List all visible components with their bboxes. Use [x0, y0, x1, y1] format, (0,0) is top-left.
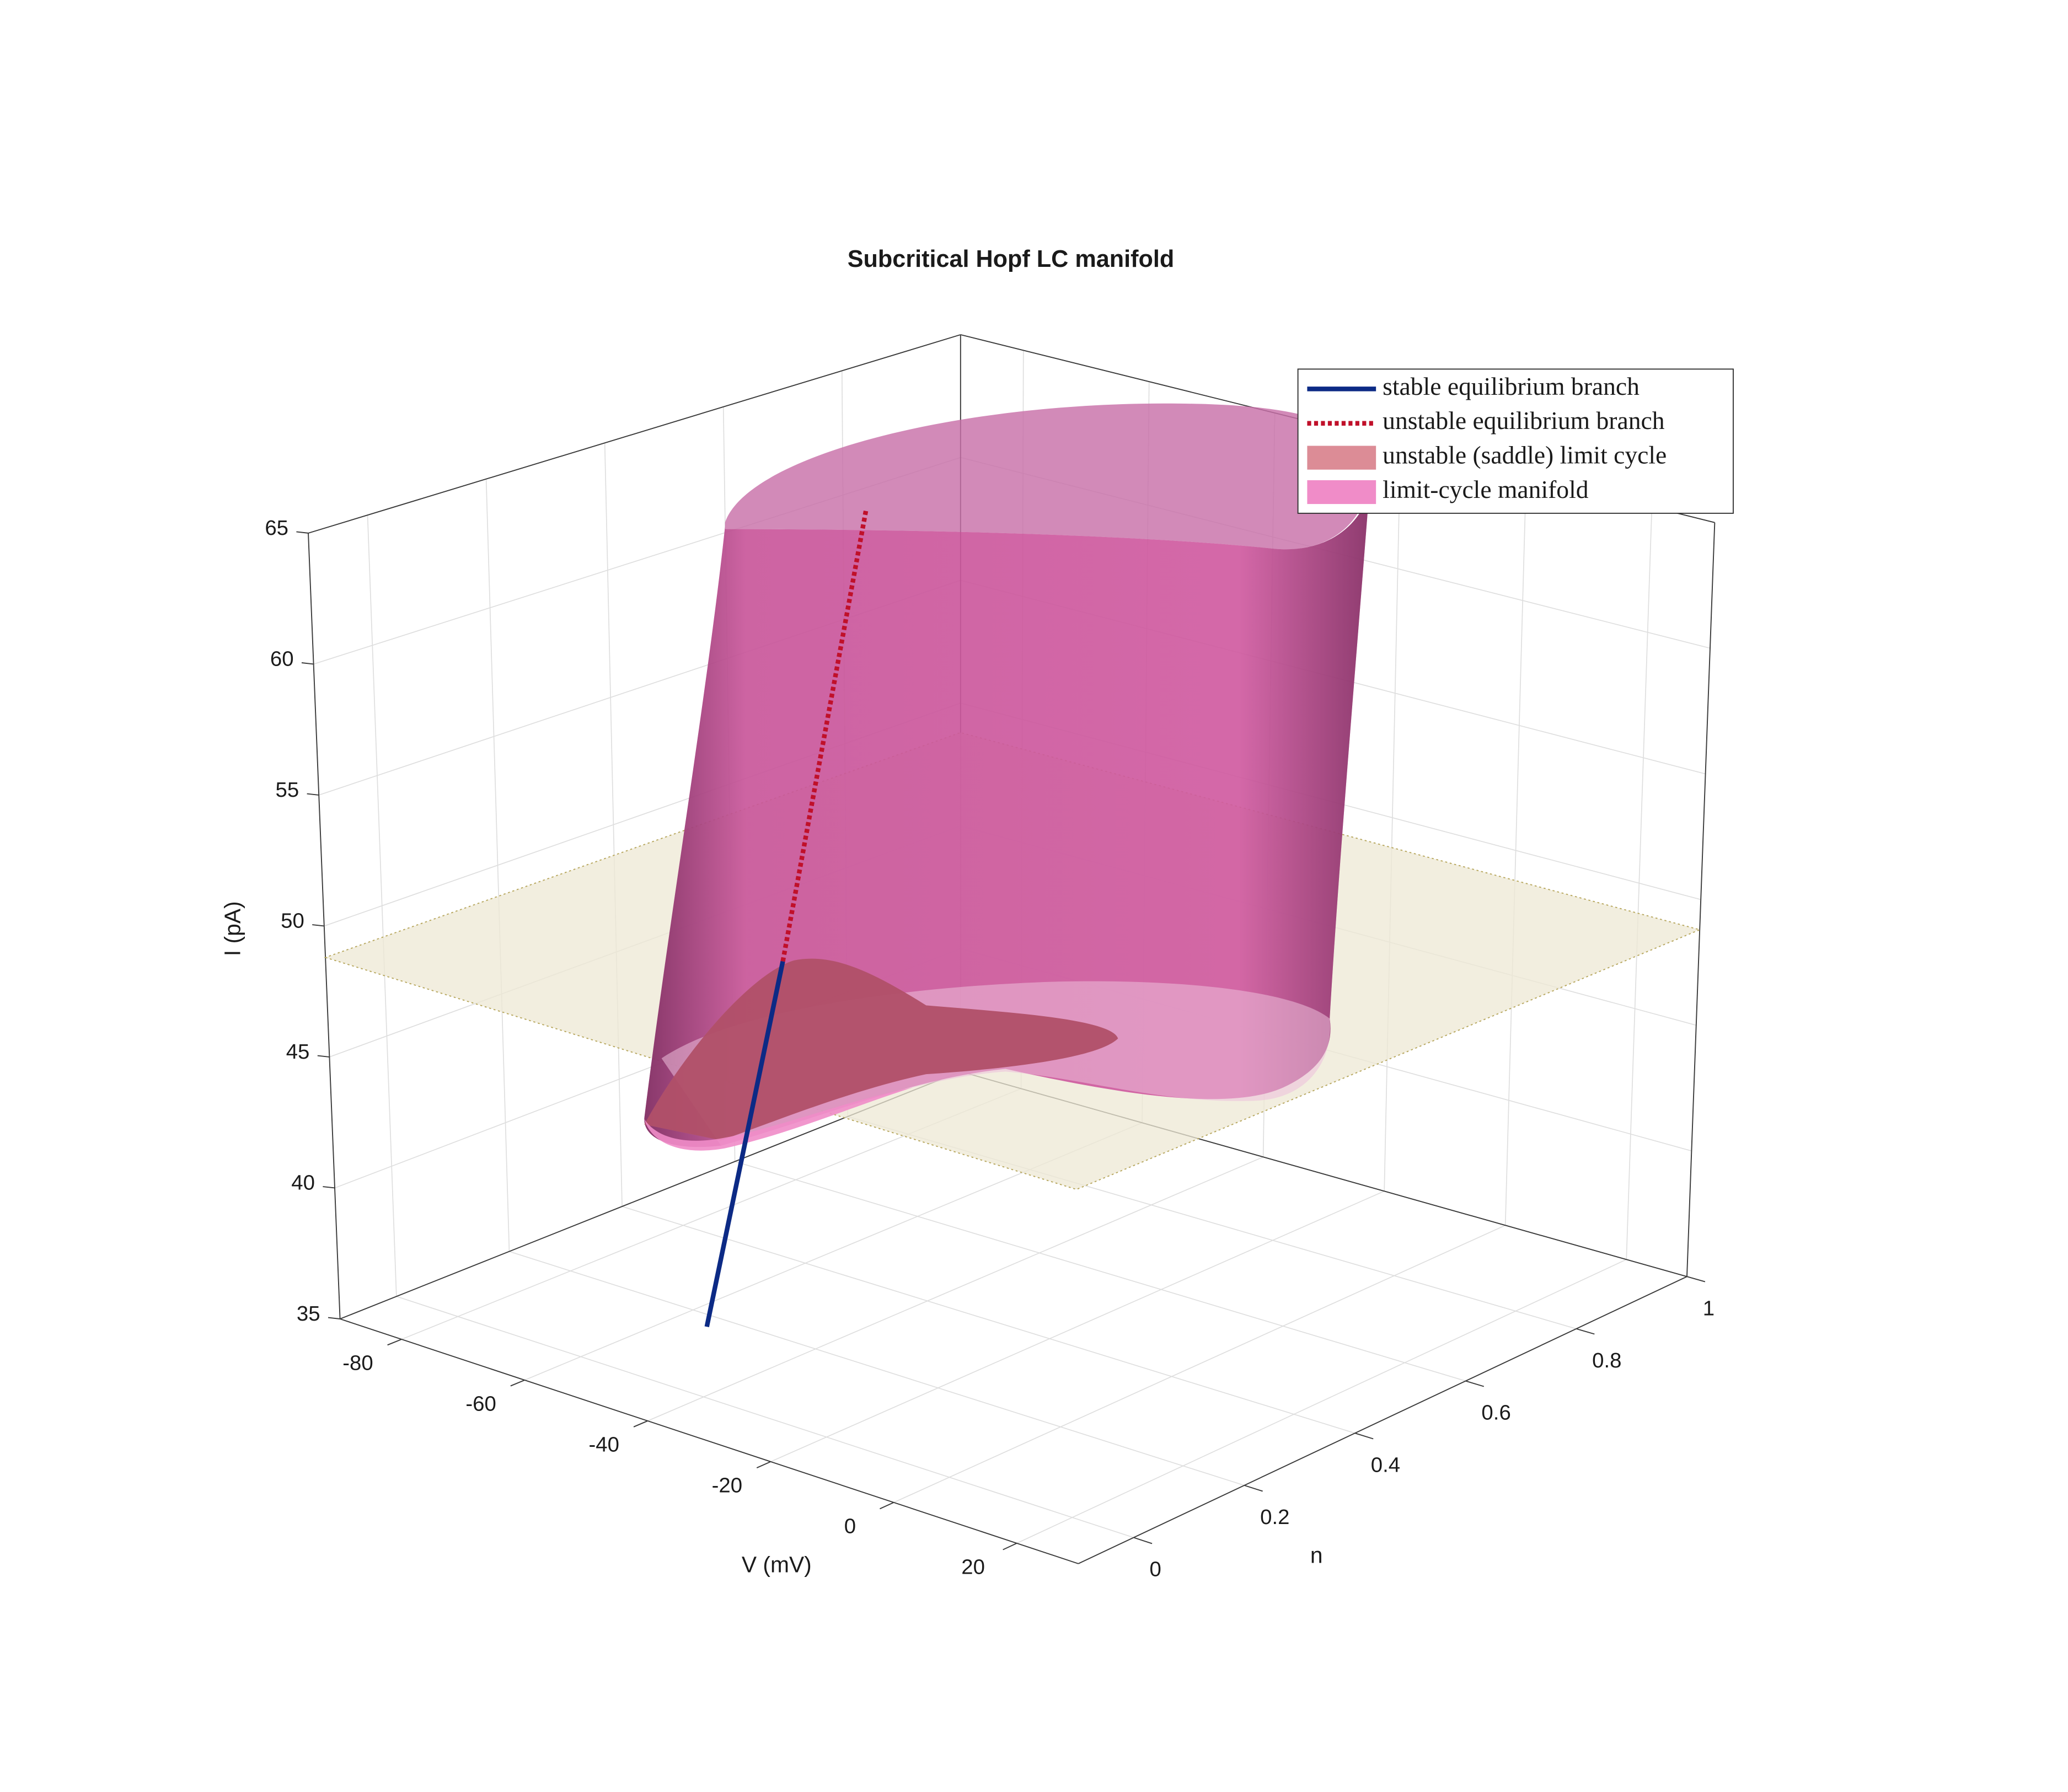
- x-tick-mark: [510, 1380, 525, 1387]
- y-tick-mark: [1354, 1432, 1374, 1440]
- z-axis-label: I (pA): [219, 901, 245, 956]
- grid-line: [893, 1225, 1506, 1503]
- x-tick-label: -40: [589, 1433, 619, 1457]
- line-layer: [704, 509, 869, 1328]
- x-tick-mark: [387, 1339, 402, 1346]
- grid-line: [396, 1296, 1134, 1538]
- z-tick-mark: [317, 1055, 330, 1058]
- legend-swatch: [1307, 480, 1376, 505]
- z-tick-label: 45: [286, 1040, 310, 1064]
- axis-box-edge: [340, 1318, 1079, 1564]
- x-tick-label: -80: [342, 1351, 373, 1375]
- z-tick-label: 50: [281, 909, 304, 932]
- grid-line: [770, 1190, 1385, 1462]
- y-tick-mark: [1244, 1484, 1263, 1492]
- manifold-top-cap: [725, 403, 1370, 550]
- legend-swatch: [1307, 446, 1376, 470]
- y-tick-mark: [1133, 1537, 1153, 1544]
- y-tick-label: 1: [1703, 1296, 1715, 1320]
- x-tick-mark: [633, 1420, 648, 1428]
- z-tick-mark: [312, 924, 324, 927]
- surface-layer: [644, 403, 1370, 1151]
- grid-line: [509, 1251, 1245, 1486]
- z-tick-label: 65: [265, 516, 288, 540]
- grid-line: [622, 1206, 1356, 1434]
- grid-line: [647, 1156, 1263, 1421]
- y-tick-label: 0.8: [1592, 1349, 1621, 1372]
- axis-box-edge: [308, 334, 961, 534]
- legend: stable equilibrium branch unstable equili…: [1297, 368, 1734, 514]
- x-tick-label: -60: [465, 1392, 496, 1416]
- branch-line: [704, 961, 785, 1328]
- x-tick-label: -20: [712, 1474, 742, 1498]
- axis-box-edge: [1686, 522, 1716, 1277]
- saddle-surface-shade: [644, 958, 1118, 1141]
- manifold-top-cap-shade: [725, 403, 1370, 550]
- x-tick-mark: [880, 1502, 894, 1510]
- axis-box-edge: [308, 533, 341, 1319]
- axis-box-edge: [1078, 1276, 1687, 1564]
- grid-line: [1016, 1259, 1627, 1544]
- y-axis-label: n: [1310, 1543, 1323, 1568]
- x-axis-label: V (mV): [742, 1552, 812, 1577]
- legend-label: stable equilibrium branch: [1383, 372, 1640, 400]
- legend-label: limit-cycle manifold: [1383, 475, 1589, 503]
- y-tick-label: 0: [1149, 1558, 1161, 1581]
- x-tick-label: 0: [844, 1515, 856, 1538]
- x-tick-mark: [1003, 1542, 1017, 1550]
- y-tick-mark: [1576, 1328, 1595, 1335]
- z-tick-mark: [323, 1186, 335, 1189]
- z-tick-label: 40: [291, 1171, 315, 1194]
- y-tick-mark: [1686, 1276, 1706, 1283]
- z-tick-label: 55: [276, 778, 299, 802]
- legend-label: unstable equilibrium branch: [1383, 406, 1665, 434]
- plot-area: Subcritical Hopf LC manifold V (mV) n I …: [219, 246, 1734, 1581]
- z-tick-mark: [307, 793, 319, 796]
- grid-line: [735, 1161, 1466, 1382]
- y-tick-label: 0.4: [1371, 1453, 1400, 1477]
- z-tick-label: 60: [270, 647, 294, 670]
- z-tick-mark: [296, 531, 309, 534]
- manifold-bottom-rim: [644, 1087, 913, 1151]
- y-tick-label: 0.6: [1481, 1401, 1510, 1425]
- y-tick-mark: [1465, 1380, 1485, 1387]
- z-tick-label: 35: [297, 1302, 320, 1326]
- x-tick-mark: [756, 1461, 771, 1468]
- legend-label: unstable (saddle) limit cycle: [1383, 441, 1667, 469]
- z-tick-mark: [301, 662, 314, 665]
- x-tick-label: 20: [961, 1555, 985, 1579]
- y-tick-label: 0.2: [1260, 1505, 1289, 1529]
- chart-title: Subcritical Hopf LC manifold: [848, 246, 1174, 272]
- z-tick-mark: [328, 1317, 340, 1319]
- branch-line: [780, 509, 869, 962]
